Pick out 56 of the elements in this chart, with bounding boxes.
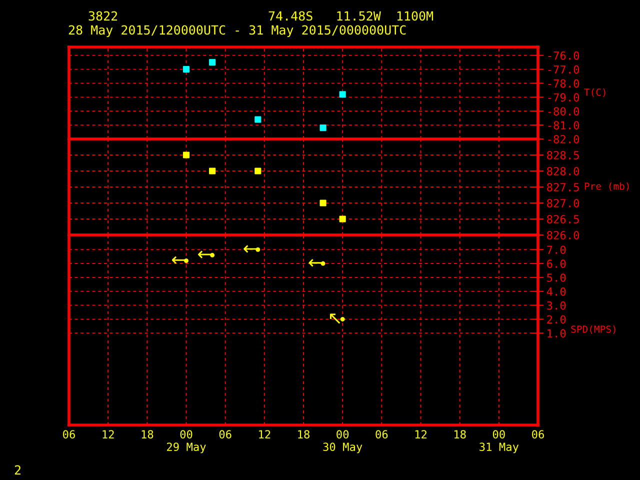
data-label: ← <box>198 250 212 258</box>
y-tick-label: 828.5 <box>547 151 579 160</box>
x-tick-label: 06 <box>63 430 75 439</box>
y-tick-label: 1.0 <box>548 329 566 338</box>
x-tick-label: 06 <box>219 430 232 439</box>
y-tick-label: -81.0 <box>548 121 580 130</box>
y-tick-label: -78.0 <box>548 79 580 88</box>
y-tick-label: 3.0 <box>547 301 566 310</box>
data-label: ← <box>308 258 322 267</box>
x-tick-label: 00 29 May <box>167 430 206 454</box>
y-axis-title: SPD(MPS) <box>571 325 616 334</box>
x-tick-label: 06 <box>376 430 388 439</box>
x-tick-label: 12 <box>259 430 270 438</box>
y-tick-label: 5.0 <box>547 273 566 282</box>
text: 2 <box>14 465 20 474</box>
y-tick-label: 827.5 <box>547 183 579 192</box>
y-tick-label: 7.0 <box>547 246 566 254</box>
y-tick-label: -82.0 <box>548 135 580 144</box>
y-tick-label: -77.0 <box>548 65 580 74</box>
point <box>254 168 262 174</box>
point <box>182 66 190 73</box>
y-tick-label: -79.0 <box>548 93 580 102</box>
data-label: ↖ <box>330 314 340 324</box>
y-axis-title: T(C) <box>584 88 606 97</box>
x-tick-label: 12 <box>415 430 426 438</box>
x-tick-label: 18 <box>298 430 310 439</box>
y-tick-label: 826.0 <box>547 231 580 240</box>
y-tick-label: 2.0 <box>547 315 566 324</box>
point <box>182 152 190 158</box>
chart-subtitle: 74.48S 11.52W 1100M <box>268 11 434 21</box>
point <box>340 316 345 322</box>
point <box>339 91 346 98</box>
x-tick-label: 18 <box>142 430 154 439</box>
y-tick-label: -76.0 <box>548 51 580 60</box>
point <box>339 216 346 222</box>
data-label: ← <box>244 245 257 253</box>
y-tick-label: 828.0 <box>547 167 580 176</box>
point <box>209 59 216 66</box>
x-tick-label: 18 <box>454 430 466 439</box>
y-tick-label: 826.5 <box>547 215 579 224</box>
point <box>209 168 216 174</box>
x-tick-label: 12 <box>102 430 114 438</box>
text: 28 May 2015/120000UTC - 31 May 2015/000000UTC <box>68 25 406 38</box>
y-tick-label: 6.0 <box>547 260 566 268</box>
y-axis-title: Pre (mb) <box>584 182 629 191</box>
data-label: ← <box>172 256 186 264</box>
x-tick-label: 00 31 May <box>480 430 519 454</box>
chart-title: 3822 <box>88 11 118 21</box>
y-tick-label: 4.0 <box>546 287 566 296</box>
y-tick-label: 827.0 <box>547 199 580 208</box>
x-tick-label: 00 30 May <box>323 430 362 454</box>
point <box>320 124 326 132</box>
x-tick-label: 06 <box>532 430 544 439</box>
point <box>320 200 326 206</box>
y-tick-label: -80.0 <box>548 107 580 116</box>
point <box>254 116 262 123</box>
